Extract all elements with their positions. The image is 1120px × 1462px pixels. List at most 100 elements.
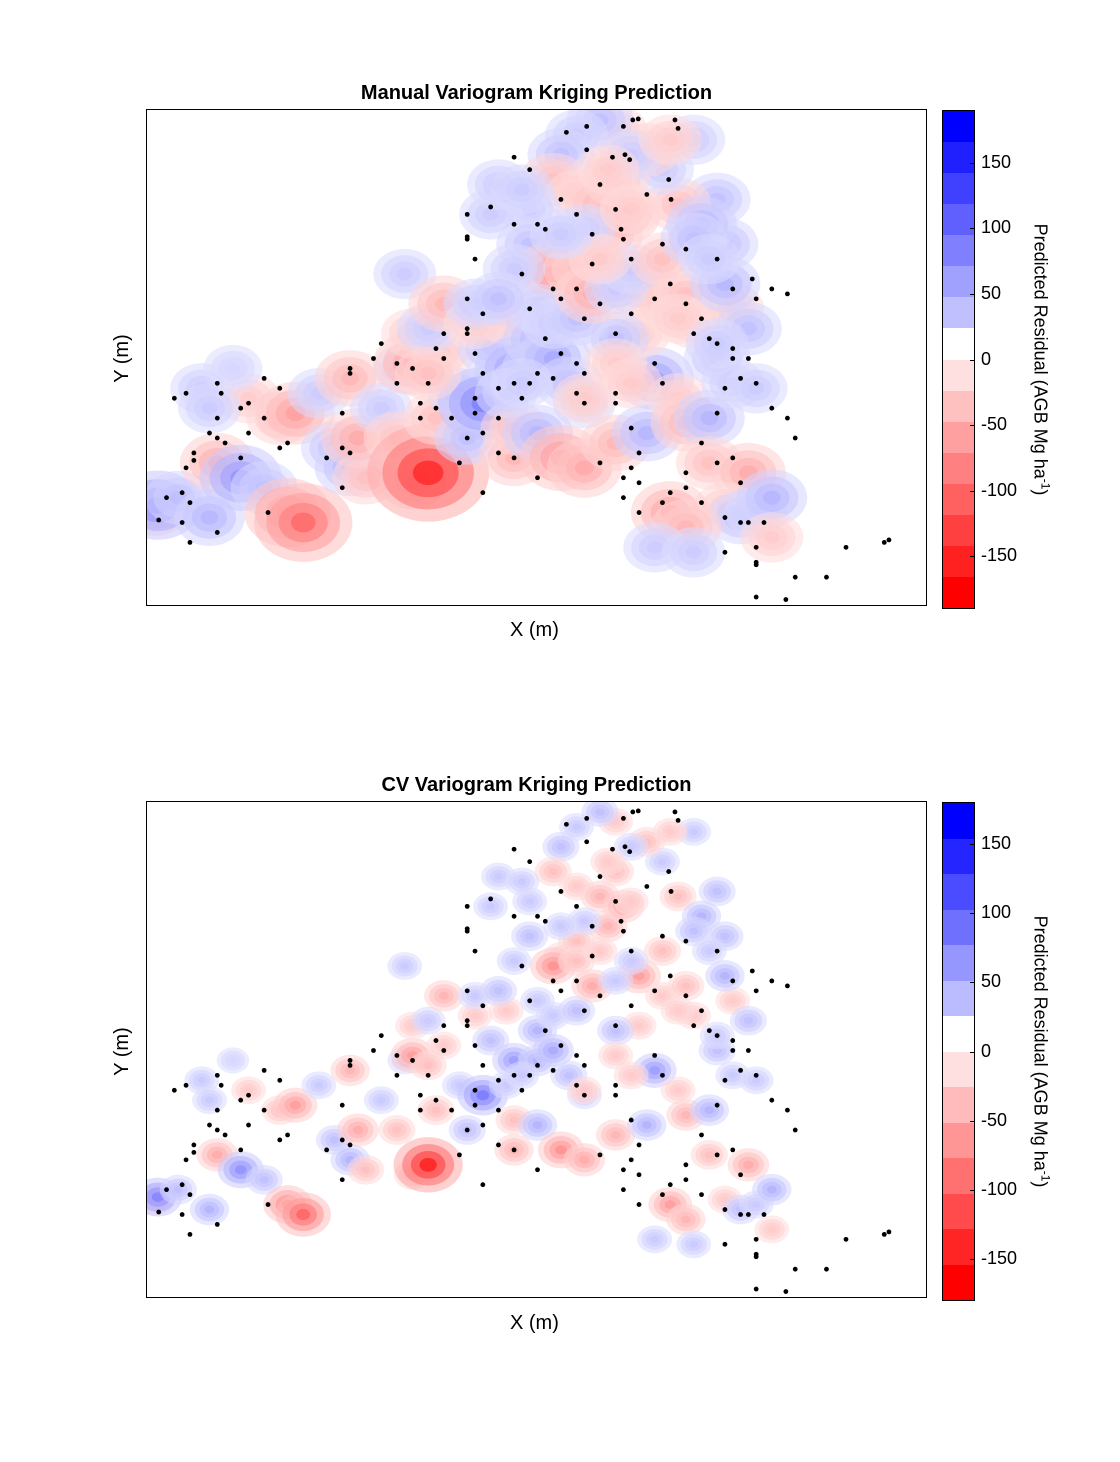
sample-point	[824, 574, 829, 580]
sample-point	[843, 1236, 849, 1242]
residual-contour	[553, 227, 569, 241]
sample-point	[222, 1132, 228, 1138]
sample-point	[769, 405, 775, 411]
sample-point	[417, 400, 423, 406]
colorbar-level	[943, 1193, 974, 1230]
sample-point	[449, 415, 454, 421]
residual-contour	[712, 887, 722, 896]
sample-point	[464, 331, 470, 337]
sample-point	[480, 371, 486, 376]
residual-contour	[290, 512, 316, 533]
sample-point	[589, 261, 595, 267]
residual-contour	[611, 977, 620, 985]
sample-point	[699, 500, 704, 506]
sample-point	[214, 380, 220, 386]
sample-point	[683, 246, 689, 252]
sample-point	[589, 231, 595, 237]
sample-point	[597, 1152, 603, 1158]
sample-point	[347, 1142, 353, 1148]
colorbar-level	[943, 328, 974, 361]
sample-point	[558, 351, 564, 356]
sample-point	[191, 457, 197, 463]
residual-contour	[547, 961, 559, 971]
sample-point	[464, 903, 470, 909]
sample-point	[753, 380, 759, 386]
sample-point	[749, 968, 755, 974]
sample-point	[628, 1157, 634, 1163]
sample-point	[627, 849, 633, 855]
sample-point	[488, 204, 494, 210]
sample-point	[691, 331, 697, 337]
sample-point	[886, 537, 892, 543]
colorbar-level	[943, 173, 974, 205]
residual-contour	[197, 1076, 207, 1084]
sample-point	[738, 1067, 743, 1073]
sample-point	[730, 346, 736, 351]
sample-point	[472, 256, 478, 262]
residual-contour	[704, 947, 714, 955]
sample-point	[714, 1102, 720, 1108]
residual-contour	[762, 490, 781, 505]
sample-point	[613, 899, 618, 904]
residual-contour	[767, 1225, 777, 1233]
sample-point	[558, 296, 564, 302]
sample-point	[472, 351, 478, 356]
sample-point	[666, 869, 672, 874]
residual-contour	[509, 1116, 519, 1124]
residual-contour	[704, 1151, 714, 1159]
sample-point	[480, 1122, 486, 1128]
residual-contour	[571, 1007, 582, 1015]
residual-contour	[400, 962, 410, 970]
sample-point	[597, 182, 603, 187]
sample-point	[699, 440, 704, 446]
sample-point	[347, 371, 353, 376]
sample-point	[672, 117, 678, 123]
residual-contour	[244, 1086, 253, 1094]
colorbar-level	[943, 483, 974, 516]
colorbar-tick-mark	[970, 1120, 975, 1122]
sample-point	[496, 385, 501, 391]
sample-point	[550, 978, 556, 984]
sample-point	[542, 1028, 548, 1034]
sample-point	[339, 410, 345, 416]
sample-point	[761, 1212, 767, 1217]
residual-contour	[658, 858, 667, 866]
sample-point	[417, 1092, 423, 1098]
sample-point	[668, 197, 674, 202]
sample-point	[433, 346, 439, 351]
sample-point	[722, 515, 728, 520]
sample-point	[535, 1167, 540, 1173]
sample-point	[644, 192, 650, 197]
sample-point	[496, 415, 501, 421]
kriging-map	[147, 110, 892, 602]
residual-contour	[626, 1071, 636, 1079]
residual-contour	[704, 1106, 715, 1115]
sample-point	[191, 1149, 197, 1155]
sample-point	[371, 356, 376, 361]
residual-contour	[689, 1240, 699, 1248]
sample-point	[628, 311, 634, 317]
sample-point	[535, 221, 540, 227]
chart-panel-cv: CV Variogram Kriging Prediction Y (m) X …	[0, 0, 1120, 1334]
sample-point	[179, 490, 185, 496]
sample-point	[339, 1137, 345, 1143]
sample-point	[613, 400, 618, 406]
sample-point	[722, 385, 728, 391]
residual-contour	[665, 828, 675, 836]
residual-contour	[234, 1165, 247, 1175]
sample-point	[714, 948, 720, 954]
sample-point	[753, 1236, 759, 1242]
sample-point	[753, 562, 759, 568]
residual-contour	[580, 917, 589, 925]
sample-point	[635, 808, 641, 814]
sample-point	[339, 445, 345, 451]
residual-contour	[664, 1200, 676, 1209]
sample-point	[636, 510, 642, 515]
residual-contour	[751, 1076, 761, 1084]
sample-point	[745, 356, 751, 361]
residual-contour	[673, 892, 683, 901]
sample-point	[722, 549, 728, 555]
residual-contour	[626, 957, 636, 965]
y-axis-label: Y (m)	[110, 1027, 133, 1076]
sample-point	[597, 460, 603, 466]
